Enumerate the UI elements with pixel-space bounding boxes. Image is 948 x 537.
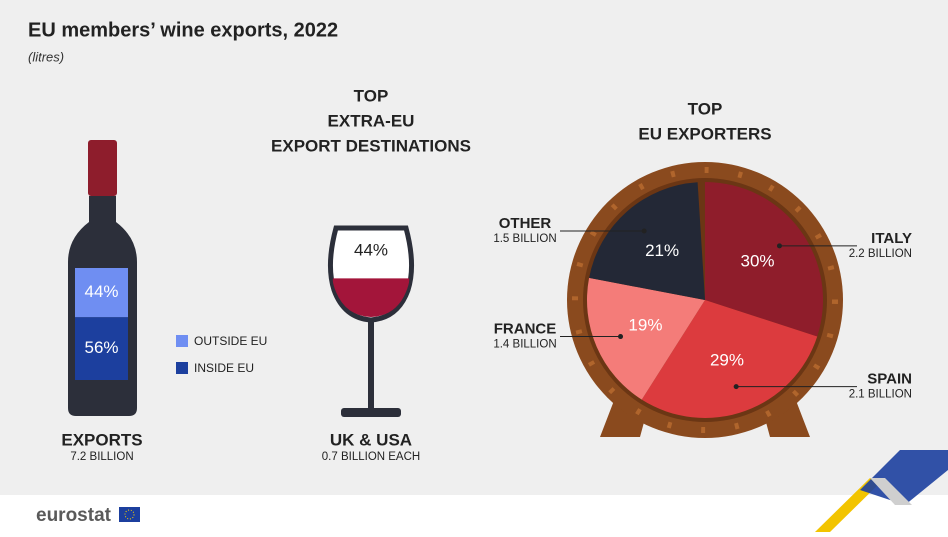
category-label: SPAIN: [867, 371, 912, 388]
value-label: 19%: [628, 315, 662, 334]
barrel-rim: [572, 167, 838, 433]
glass-sublabel: 0.7 BILLION EACH: [322, 451, 420, 463]
legend-swatch: [176, 335, 188, 347]
eu-stars: [124, 509, 135, 520]
wine: [332, 278, 410, 317]
glass-base: [341, 408, 401, 417]
chart-title: EU EXPORTERS: [638, 124, 771, 143]
category-sublabel: 2.1 BILLION: [849, 389, 912, 401]
value-label: 56%: [84, 338, 118, 357]
chart-title: EXPORT DESTINATIONS: [271, 136, 471, 155]
category-sublabel: 1.4 BILLION: [493, 339, 556, 351]
category-label: OTHER: [499, 215, 552, 232]
bar-segment: [75, 268, 128, 318]
pie-slice: [641, 300, 818, 418]
legend-label: OUTSIDE EU: [194, 334, 267, 348]
bar-sublabel: 7.2 BILLION: [70, 451, 133, 463]
value-label: 30%: [740, 251, 774, 270]
legend-label: INSIDE EU: [194, 361, 254, 375]
legend-swatch: [176, 362, 188, 374]
glass-stem: [368, 320, 374, 408]
category-label: FRANCE: [494, 321, 557, 338]
decor: [860, 450, 948, 505]
subtitle: (litres): [28, 49, 64, 64]
category-label: ITALY: [871, 230, 912, 247]
value-label: 44%: [354, 240, 388, 259]
glass-label: UK & USA: [330, 430, 412, 449]
chart-title: TOP: [354, 86, 389, 105]
footer: [0, 495, 948, 532]
category-sublabel: 2.2 BILLION: [849, 248, 912, 260]
chart-title: EXTRA-EU: [328, 111, 415, 130]
decor: [870, 478, 912, 505]
bar-label: EXPORTS: [61, 430, 142, 449]
value-label: 44%: [84, 282, 118, 301]
value-label: 29%: [710, 351, 744, 370]
bar-segment: [75, 317, 128, 380]
eu-flag: [119, 507, 140, 522]
category-sublabel: 1.5 BILLION: [493, 233, 556, 245]
pie-slice: [587, 277, 705, 400]
value-label: 21%: [645, 241, 679, 260]
logo-text: eurostat: [36, 505, 112, 526]
title: EU members’ wine exports, 2022: [28, 19, 338, 41]
bottle-cap: [88, 140, 117, 196]
pie-slice: [589, 182, 705, 300]
chart-title: TOP: [688, 99, 723, 118]
pie-slice: [705, 182, 823, 337]
